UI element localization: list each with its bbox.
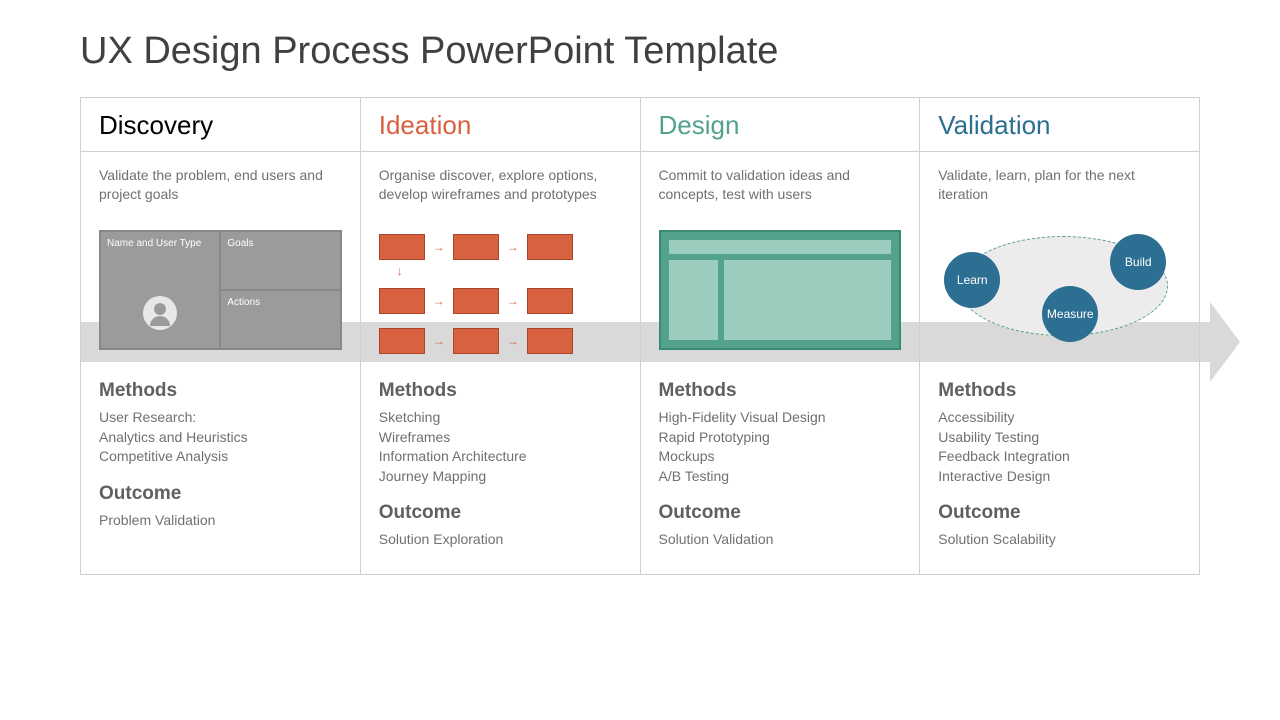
outcome-text: Solution Validation xyxy=(641,528,920,556)
learn-circle: Learn xyxy=(944,252,1000,308)
stage-ideation: Ideation Organise discover, explore opti… xyxy=(360,98,640,574)
flow-box xyxy=(379,234,425,260)
stages-row: Discovery Validate the problem, end user… xyxy=(80,97,1200,575)
slide-title: UX Design Process PowerPoint Template xyxy=(80,30,1200,73)
method-item: Sketching xyxy=(379,408,622,428)
stage-title: Discovery xyxy=(81,98,360,152)
arrow-right-icon: → xyxy=(433,334,445,348)
method-item: Wireframes xyxy=(379,428,622,448)
arrow-right-icon: → xyxy=(507,334,519,348)
methods-list: Sketching Wireframes Information Archite… xyxy=(361,406,640,492)
build-circle: Build xyxy=(1110,234,1166,290)
method-item: Accessibility xyxy=(938,408,1181,428)
slide: UX Design Process PowerPoint Template Di… xyxy=(0,0,1280,720)
methods-list: Accessibility Usability Testing Feedback… xyxy=(920,406,1199,492)
stage-title: Ideation xyxy=(361,98,640,152)
stage-desc: Organise discover, explore options, deve… xyxy=(361,152,640,230)
flow-box xyxy=(379,288,425,314)
outcome-text: Solution Scalability xyxy=(920,528,1199,556)
flow-box xyxy=(453,328,499,354)
methods-list: High-Fidelity Visual Design Rapid Protot… xyxy=(641,406,920,492)
method-item: User Research: xyxy=(99,408,342,428)
arrow-down-icon: ↓ xyxy=(397,264,403,278)
methods-heading: Methods xyxy=(361,370,640,406)
stage-title: Design xyxy=(641,98,920,152)
arrow-right-icon: → xyxy=(507,240,519,254)
stage-discovery: Discovery Validate the problem, end user… xyxy=(80,98,360,574)
outcome-heading: Outcome xyxy=(361,492,640,528)
arrow-right-icon: → xyxy=(433,240,445,254)
flow-box xyxy=(527,234,573,260)
stage-title: Validation xyxy=(920,98,1199,152)
method-item: Competitive Analysis xyxy=(99,447,342,467)
outcome-heading: Outcome xyxy=(641,492,920,528)
outcome-text: Solution Exploration xyxy=(361,528,640,556)
wireframe-sidebar xyxy=(669,260,718,340)
persona-name-label: Name and User Type xyxy=(107,238,213,249)
wireframe-header xyxy=(669,240,892,254)
method-item: Usability Testing xyxy=(938,428,1181,448)
flow-diagram-illustration: → → ↓ → → → → xyxy=(379,230,622,360)
method-item: Journey Mapping xyxy=(379,467,622,487)
methods-heading: Methods xyxy=(641,370,920,406)
wireframe-content xyxy=(724,260,892,340)
flow-box xyxy=(527,328,573,354)
arrow-right-icon: → xyxy=(507,294,519,308)
persona-actions-cell: Actions xyxy=(220,290,340,349)
method-item: Analytics and Heuristics xyxy=(99,428,342,448)
method-item: Rapid Prototyping xyxy=(659,428,902,448)
flow-box xyxy=(527,288,573,314)
wireframe-illustration xyxy=(659,230,902,360)
outcome-text: Problem Validation xyxy=(81,509,360,537)
build-measure-learn-illustration: Learn Measure Build xyxy=(938,230,1181,360)
method-item: A/B Testing xyxy=(659,467,902,487)
flow-box xyxy=(453,288,499,314)
method-item: High-Fidelity Visual Design xyxy=(659,408,902,428)
methods-heading: Methods xyxy=(920,370,1199,406)
arrow-right-icon: → xyxy=(433,294,445,308)
stage-validation: Validation Validate, learn, plan for the… xyxy=(919,98,1200,574)
avatar-icon xyxy=(143,296,177,330)
flow-box xyxy=(453,234,499,260)
process-arrow-head xyxy=(1210,302,1240,382)
method-item: Feedback Integration xyxy=(938,447,1181,467)
flow-box xyxy=(379,328,425,354)
persona-card-illustration: Name and User Type Goals Actions xyxy=(99,230,342,360)
stage-desc: Validate the problem, end users and proj… xyxy=(81,152,360,230)
outcome-heading: Outcome xyxy=(81,473,360,509)
method-item: Interactive Design xyxy=(938,467,1181,487)
method-item: Mockups xyxy=(659,447,902,467)
persona-goals-cell: Goals xyxy=(220,231,340,290)
methods-list: User Research: Analytics and Heuristics … xyxy=(81,406,360,473)
method-item: Information Architecture xyxy=(379,447,622,467)
measure-circle: Measure xyxy=(1042,286,1098,342)
stage-design: Design Commit to validation ideas and co… xyxy=(640,98,920,574)
stage-desc: Commit to validation ideas and concepts,… xyxy=(641,152,920,230)
outcome-heading: Outcome xyxy=(920,492,1199,528)
persona-left-cell: Name and User Type xyxy=(100,231,220,349)
methods-heading: Methods xyxy=(81,370,360,406)
stage-desc: Validate, learn, plan for the next itera… xyxy=(920,152,1199,230)
